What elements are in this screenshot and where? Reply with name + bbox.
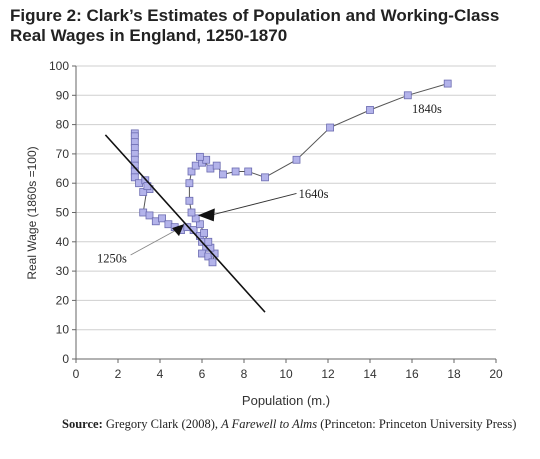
data-point bbox=[185, 179, 194, 188]
data-point bbox=[219, 170, 227, 179]
data-point bbox=[158, 214, 167, 223]
annotations: 1840s 1640s 1250s bbox=[97, 102, 442, 265]
y-tick-label: 100 bbox=[49, 59, 69, 73]
series-line bbox=[134, 83, 448, 264]
source-note: Source: Gregory Clark (2008), A Farewell… bbox=[62, 416, 532, 432]
x-tick-label: 4 bbox=[157, 367, 164, 381]
x-tick-label: 8 bbox=[241, 367, 248, 381]
annotation-1250s: 1250s bbox=[97, 251, 127, 265]
chart-title-line-2: Real Wages in England, 1250-1870 bbox=[10, 26, 288, 45]
trend-line bbox=[104, 134, 266, 313]
data-point bbox=[292, 155, 301, 164]
data-point bbox=[195, 152, 204, 161]
annotation-1640s-leader bbox=[211, 193, 297, 216]
data-point bbox=[130, 173, 139, 182]
tick-labels: 0 10 20 30 40 50 60 70 80 90 100 0 2 4 6 8 10 12 14 16 18 20 bbox=[49, 59, 503, 381]
data-point bbox=[187, 208, 196, 217]
source-text-after: (Princeton: Princeton University Press) bbox=[320, 417, 517, 431]
source-book-title: A Farewell to Alms bbox=[221, 417, 318, 431]
data-point bbox=[326, 123, 335, 132]
y-axis-label: Real Wage (1860s =100) bbox=[25, 146, 39, 279]
data-point bbox=[244, 167, 253, 176]
data-point bbox=[145, 211, 154, 220]
annotation-1840s: 1840s bbox=[412, 102, 442, 116]
data-point bbox=[231, 167, 240, 176]
axes bbox=[72, 65, 497, 363]
data-point bbox=[195, 220, 204, 229]
x-tick-label: 18 bbox=[447, 367, 461, 381]
data-point bbox=[443, 79, 452, 88]
annotation-1250s-arrow bbox=[172, 224, 184, 237]
data-point bbox=[185, 196, 194, 205]
chart-title: Figure 2: Clark’s Estimates of Populatio… bbox=[10, 6, 535, 46]
x-tick-label: 6 bbox=[199, 367, 206, 381]
data-point bbox=[261, 173, 269, 182]
y-tick-label: 0 bbox=[62, 352, 69, 366]
data-point bbox=[139, 188, 148, 196]
x-tick-label: 20 bbox=[489, 367, 503, 381]
source-label: Source: bbox=[62, 417, 103, 431]
data-point bbox=[366, 106, 374, 114]
y-tick-label: 90 bbox=[56, 88, 70, 102]
source-text-before: Gregory Clark (2008), bbox=[105, 417, 218, 431]
annotation-1250s-leader bbox=[130, 228, 179, 256]
data-point bbox=[403, 91, 412, 100]
y-tick-label: 20 bbox=[56, 293, 70, 307]
y-tick-label: 30 bbox=[56, 264, 70, 278]
y-tick-label: 40 bbox=[56, 235, 70, 249]
annotation-1640s: 1640s bbox=[299, 187, 329, 201]
trend-line-group bbox=[104, 134, 266, 313]
y-tick-label: 50 bbox=[56, 206, 70, 220]
data-point bbox=[212, 161, 221, 170]
chart-title-line-1: Figure 2: Clark’s Estimates of Populatio… bbox=[10, 6, 500, 25]
data-point bbox=[204, 237, 213, 246]
annotation-1640s-arrow bbox=[197, 208, 215, 222]
data-series bbox=[130, 79, 452, 267]
data-point bbox=[191, 214, 200, 223]
y-tick-label: 60 bbox=[56, 176, 70, 190]
y-tick-label: 80 bbox=[56, 118, 70, 132]
y-tick-label: 10 bbox=[56, 323, 70, 337]
data-point bbox=[200, 229, 209, 237]
y-tick-label: 70 bbox=[56, 147, 70, 161]
x-tick-label: 14 bbox=[363, 367, 377, 381]
x-tick-label: 0 bbox=[73, 367, 80, 381]
x-axis-label: Population (m.) bbox=[242, 393, 330, 408]
data-point bbox=[208, 258, 217, 267]
gridlines bbox=[76, 65, 496, 331]
x-tick-label: 10 bbox=[279, 367, 293, 381]
data-point bbox=[187, 167, 196, 176]
x-tick-label: 12 bbox=[321, 367, 335, 381]
x-tick-label: 16 bbox=[405, 367, 419, 381]
x-tick-label: 2 bbox=[115, 367, 122, 381]
